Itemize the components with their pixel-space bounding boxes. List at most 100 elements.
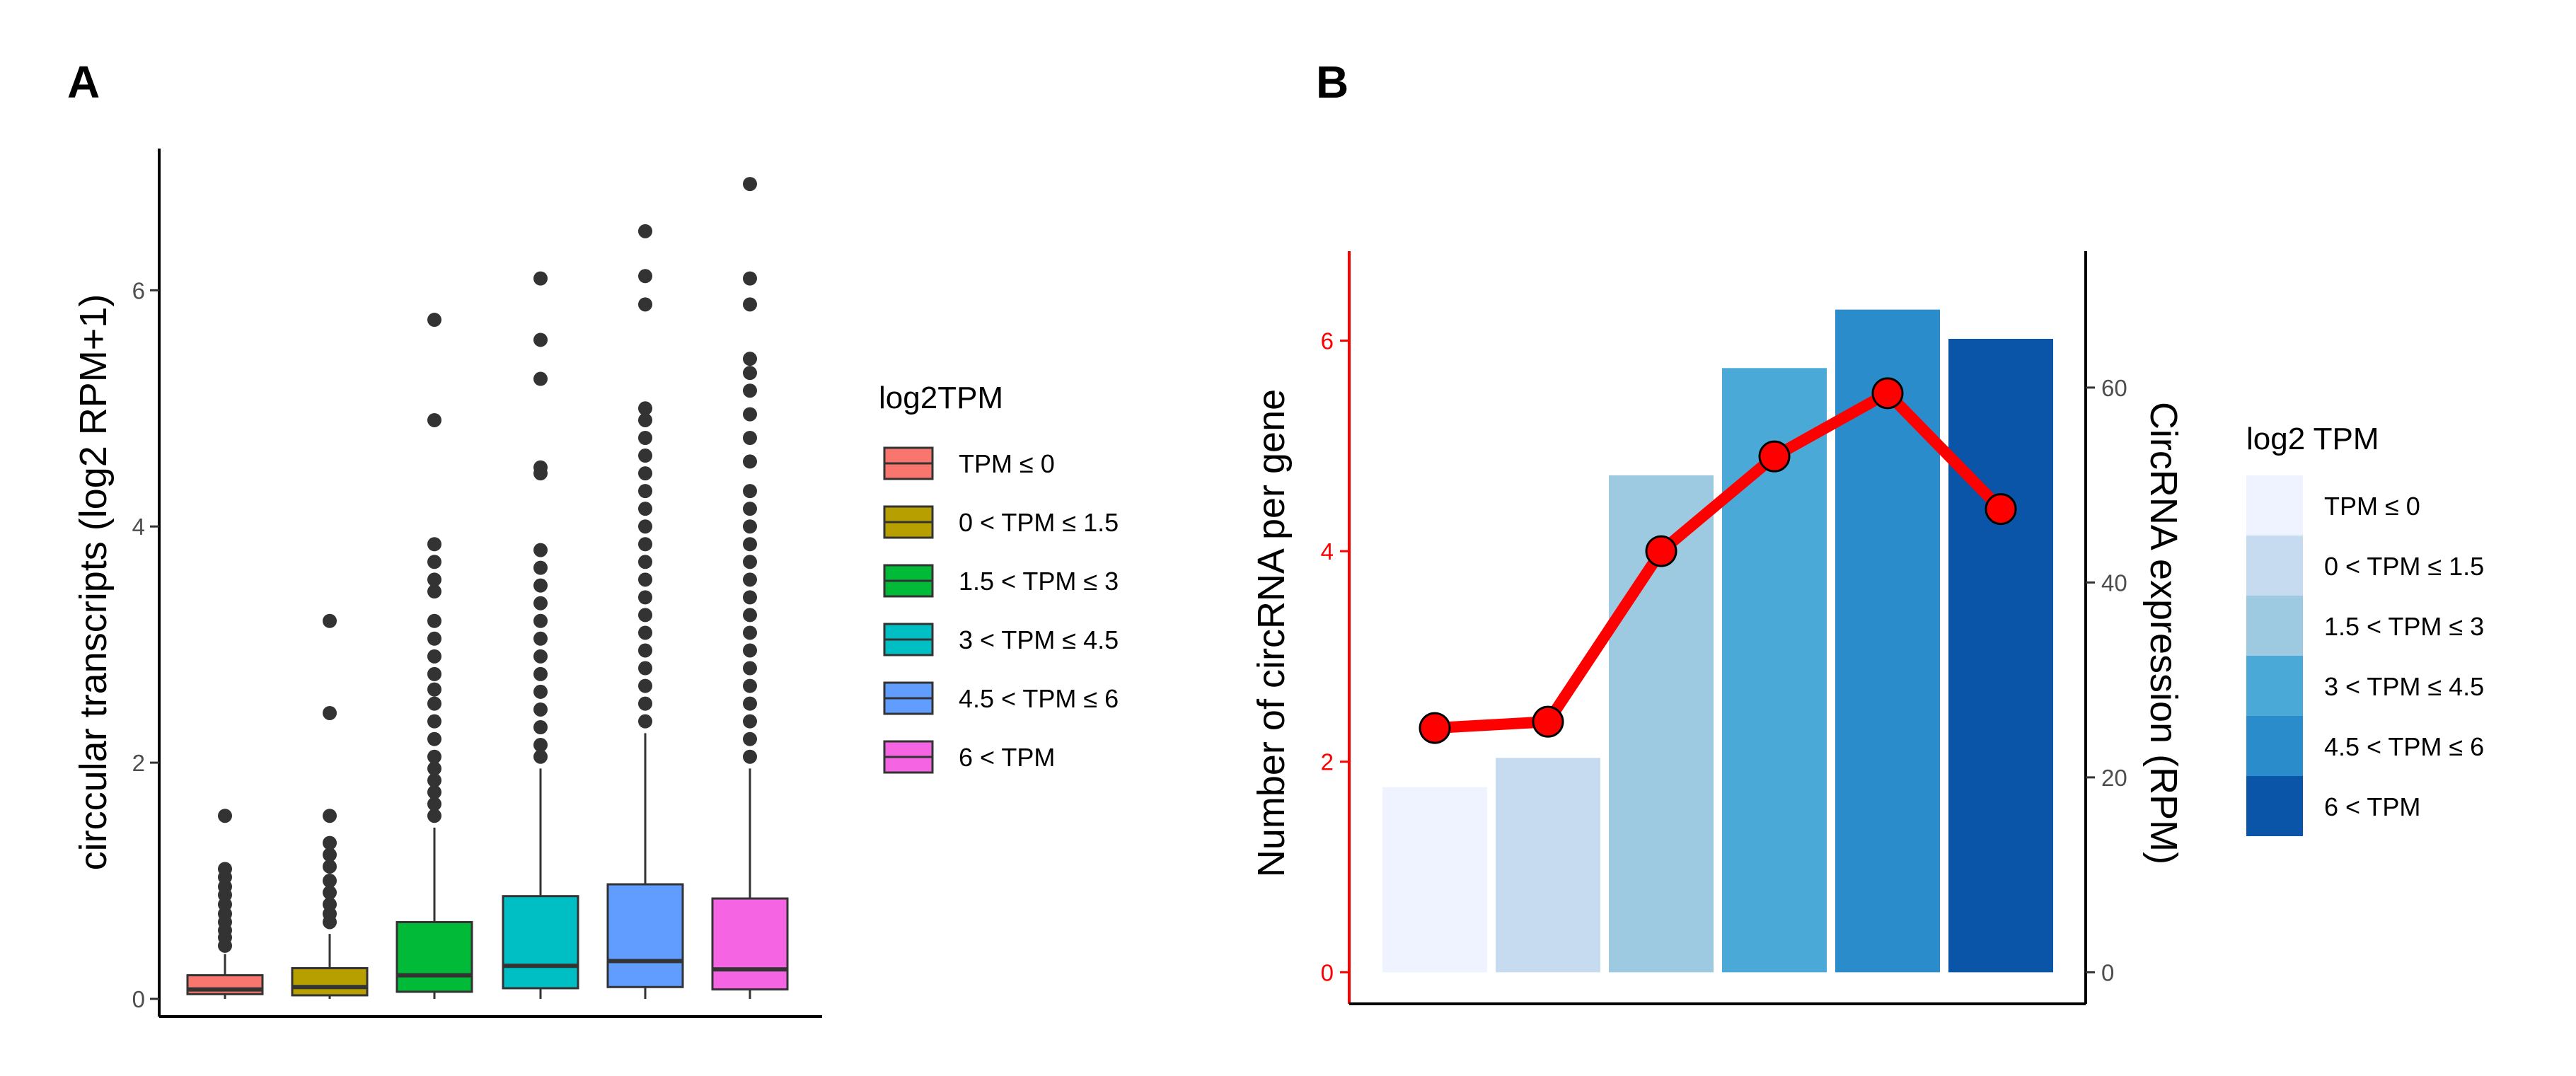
a-outlier-point <box>743 177 757 192</box>
a-y-tick-label: 2 <box>132 750 145 776</box>
a-outlier-point <box>743 572 757 587</box>
a-outlier-point <box>218 809 232 823</box>
a-outlier-point <box>427 572 441 587</box>
a-outlier-point <box>427 731 441 746</box>
a-outlier-point <box>638 555 652 569</box>
a-outlier-point <box>743 271 757 286</box>
b-line-point <box>1758 440 1791 473</box>
b-line-point <box>1532 705 1564 738</box>
b-bar <box>1496 758 1600 973</box>
a-outlier-point <box>638 678 652 693</box>
b-legend-key <box>2246 776 2303 836</box>
a-outlier-point <box>533 371 548 386</box>
b-line-point <box>1645 535 1677 567</box>
a-outlier-point <box>427 555 441 569</box>
a-outlier-point <box>427 412 441 427</box>
b-legend-label: 1.5 < TPM ≤ 3 <box>2324 612 2484 641</box>
a-outlier-point <box>638 449 652 463</box>
a-outlier-point <box>638 502 652 516</box>
a-outlier-point <box>638 714 652 729</box>
a-outlier-point <box>533 460 548 475</box>
b-line-point <box>1871 377 1904 410</box>
panel-a-label: A <box>67 57 100 108</box>
b-bars <box>1382 309 2053 973</box>
a-outlier-point <box>533 543 548 557</box>
a-outlier-point <box>743 714 757 729</box>
a-outlier-point <box>743 366 757 381</box>
a-outlier-point <box>323 809 337 823</box>
b-right-tick-label: 20 <box>2101 765 2127 791</box>
b-bar <box>1948 338 2053 973</box>
b-bar <box>1835 309 1940 973</box>
a-outlier-point <box>638 572 652 587</box>
a-outlier-point <box>638 608 652 623</box>
a-outlier-point <box>427 773 441 788</box>
a-box <box>291 967 369 997</box>
a-outlier-point <box>218 862 232 877</box>
a-outlier-point <box>638 590 652 605</box>
a-outlier-point <box>533 596 548 611</box>
a-outlier-point <box>427 682 441 697</box>
a-outlier-point <box>743 407 757 422</box>
a-outlier-point <box>533 684 548 699</box>
a-outlier-point <box>427 785 441 799</box>
a-outlier-point <box>427 537 441 552</box>
a-outlier-point <box>743 625 757 640</box>
a-outlier-point <box>743 731 757 746</box>
a-outlier-point <box>533 666 548 681</box>
a-outlier-point <box>533 613 548 628</box>
a-outlier-point <box>323 859 337 874</box>
b-legend-label: 3 < TPM ≤ 4.5 <box>2324 672 2484 701</box>
a-legend-label: 6 < TPM <box>959 743 1055 772</box>
a-outlier-point <box>638 643 652 658</box>
a-y-tick-label: 6 <box>132 277 145 303</box>
a-outlier-point <box>743 454 757 469</box>
a-outlier-point <box>533 702 548 717</box>
b-legend-key <box>2246 596 2303 656</box>
a-outlier-point <box>427 666 441 681</box>
a-outlier-point <box>638 401 652 416</box>
a-outlier-point <box>323 848 337 862</box>
a-outlier-point <box>323 613 337 628</box>
a-outlier-point <box>638 466 652 481</box>
a-outlier-point <box>743 643 757 658</box>
b-right-ticks: 0 20 40 60 <box>2086 375 2127 985</box>
b-line-path <box>1429 387 2006 734</box>
a-outlier-point <box>323 897 337 912</box>
a-outlier-point <box>638 269 652 284</box>
a-outlier-point <box>743 590 757 605</box>
a-outlier-point <box>638 661 652 676</box>
b-legend-label: TPM ≤ 0 <box>2324 492 2420 521</box>
a-outlier-point <box>533 560 548 575</box>
b-right-axis-title: CircRNA expression (RPM) <box>2142 402 2185 864</box>
a-outlier-point <box>323 874 337 889</box>
a-outlier-point <box>743 696 757 711</box>
a-outlier-point <box>427 761 441 776</box>
a-outlier-point <box>743 608 757 623</box>
a-outlier-point <box>743 749 757 764</box>
a-outlier-point <box>533 332 548 347</box>
a-outlier-point <box>533 738 548 753</box>
a-outlier-point <box>638 431 652 445</box>
a-box <box>606 883 684 988</box>
a-outlier-point <box>533 631 548 646</box>
a-outlier-point <box>427 797 441 811</box>
a-legend-label: 4.5 < TPM ≤ 6 <box>959 684 1119 713</box>
b-line-point <box>1985 493 2017 526</box>
b-line-point <box>1419 712 1451 744</box>
a-boxes <box>186 177 789 999</box>
b-legend-key <box>2246 536 2303 596</box>
a-outlier-point <box>638 625 652 640</box>
a-outlier-point <box>638 224 652 238</box>
b-left-tick-label: 0 <box>1321 959 1334 985</box>
b-legend-key <box>2246 475 2303 536</box>
a-outlier-point <box>638 297 652 312</box>
a-outlier-point <box>323 835 337 850</box>
a-legend-label: 3 < TPM ≤ 4.5 <box>959 625 1119 654</box>
a-outlier-point <box>427 631 441 646</box>
b-right-tick-label: 0 <box>2101 959 2114 985</box>
b-legend-title: log2 TPM <box>2246 422 2379 456</box>
b-bar <box>1382 787 1487 973</box>
